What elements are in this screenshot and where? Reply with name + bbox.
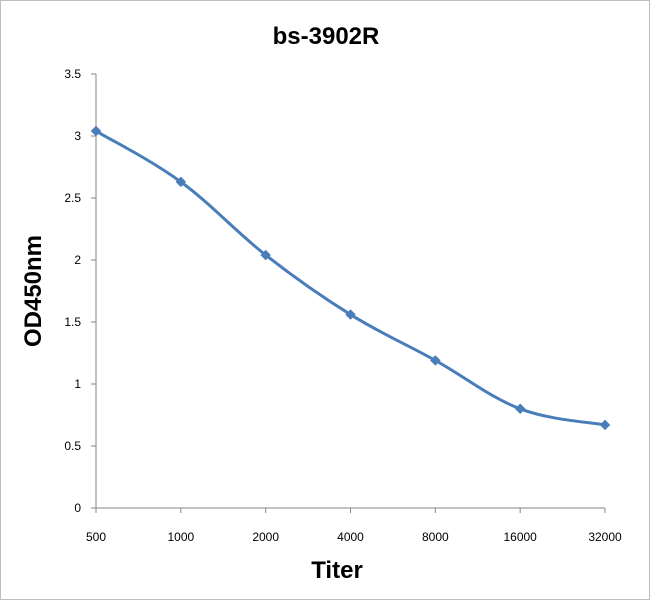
- y-axis-title: OD450nm: [20, 235, 47, 347]
- y-tick-label: 1: [74, 377, 81, 391]
- y-axis-ticks: 0 0.5 1 1.5 2 2.5 3 3.5: [64, 67, 96, 515]
- data-point-marker: [345, 309, 356, 320]
- chart-title: bs-3902R: [273, 23, 380, 50]
- x-tick-label: 2000: [252, 530, 279, 544]
- y-tick-label: 0: [74, 501, 81, 515]
- y-tick-label: 2: [74, 253, 81, 267]
- data-point-marker: [599, 419, 611, 431]
- x-tick-label: 4000: [337, 530, 364, 544]
- data-point-marker: [175, 176, 187, 188]
- x-tick-label: 8000: [422, 530, 449, 544]
- data-point-marker: [429, 355, 441, 366]
- x-tick-label: 500: [86, 530, 106, 544]
- y-tick-label: 2.5: [64, 191, 81, 205]
- x-axis-ticks: 500 1000 2000 4000 8000 16000 32000: [86, 508, 622, 544]
- data-point-marker: [514, 403, 526, 415]
- y-tick-label: 0.5: [64, 439, 81, 453]
- plot-series: [90, 125, 611, 431]
- x-tick-label: 32000: [588, 530, 622, 544]
- y-tick-label: 3.5: [64, 67, 81, 81]
- series-line: [94, 129, 607, 427]
- x-tick-label: 16000: [503, 530, 537, 544]
- data-point-marker: [90, 125, 102, 137]
- y-tick-label: 1.5: [64, 315, 81, 329]
- y-tick-label: 3: [74, 129, 81, 143]
- data-point-marker: [260, 249, 272, 261]
- x-axis-title: Titer: [311, 557, 363, 584]
- x-tick-label: 1000: [167, 530, 194, 544]
